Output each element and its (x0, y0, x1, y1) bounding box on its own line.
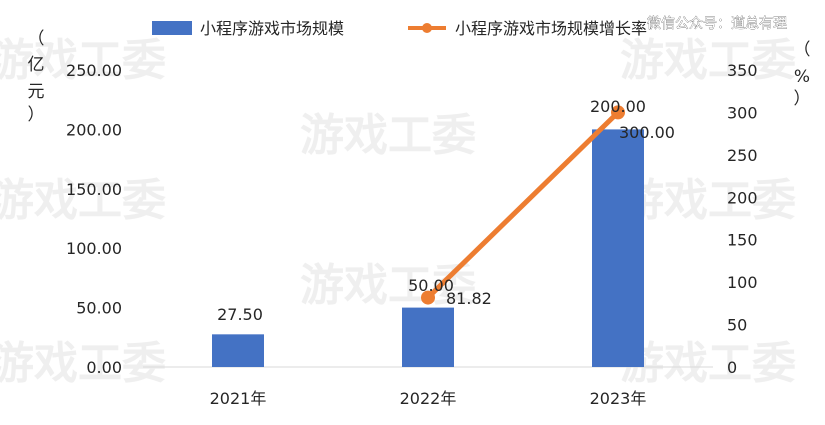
legend-swatch-marker (422, 23, 432, 33)
bar-series (212, 129, 644, 367)
y-right-unit-char: % (794, 67, 810, 87)
axes: 0.00 50.00 100.00 150.00 200.00 250.00 0 50 100 1… (28, 29, 811, 408)
y-right-unit-char: （ (794, 40, 811, 60)
watermark-text: 游戏工委 (300, 110, 476, 161)
y-right-tick-label: 0 (727, 358, 737, 377)
line-data-label: 81.82 (446, 289, 492, 308)
y-right-tick-label: 150 (727, 231, 758, 250)
credit-text: 微信公众号：道总有理 (647, 16, 787, 32)
bar-data-label: 50.00 (408, 276, 454, 295)
bar (592, 129, 644, 367)
legend-label-bar: 小程序游戏市场规模 (200, 19, 344, 38)
watermark-text: 游戏工委 (620, 338, 796, 389)
y-right-tick-label: 300 (727, 103, 758, 122)
y-right-tick-label: 250 (727, 146, 758, 165)
watermark-text: 游戏工委 (0, 175, 166, 226)
bar-data-label: 27.50 (217, 305, 263, 324)
legend-swatch-bar (152, 21, 192, 35)
watermark-text: 游戏工委 (620, 35, 796, 86)
line-data-label: 300.00 (619, 123, 675, 142)
y-right-tick-label: 100 (727, 273, 758, 292)
y-left-unit-char: （ (28, 29, 45, 49)
y-left-unit-char: 元 (28, 82, 45, 102)
y-right-unit-char: ） (794, 89, 811, 109)
y-left-tick-label: 0.00 (86, 358, 122, 377)
bar (212, 334, 264, 367)
x-tick-label: 2023年 (590, 389, 647, 408)
x-tick-label: 2022年 (400, 389, 457, 408)
watermark-text: 游戏工委 (0, 338, 166, 389)
bar (402, 307, 454, 367)
y-left-tick-label: 50.00 (76, 299, 122, 318)
y-left-tick-label: 200.00 (66, 120, 122, 139)
y-right-tick-label: 200 (727, 188, 758, 207)
growth-line (425, 109, 621, 301)
watermark-text: 游戏工委 (0, 35, 166, 86)
growth-point (611, 105, 625, 120)
x-tick-label: 2021年 (210, 389, 267, 408)
y-left-tick-label: 150.00 (66, 180, 122, 199)
y-right-tick-label: 50 (727, 316, 747, 335)
watermark-text: 游戏工委 (300, 260, 476, 311)
line-series (421, 105, 625, 305)
y-left-tick-label: 250.00 (66, 61, 122, 80)
legend: 小程序游戏市场规模 小程序游戏市场规模增长率 微信公众号：道总有理 (152, 16, 787, 38)
y-left-unit-char: 亿 (28, 55, 45, 75)
y-left-unit-char: ） (28, 105, 45, 125)
legend-label-line: 小程序游戏市场规模增长率 (455, 19, 647, 38)
data-labels: 27.50 50.00 200.00 81.82 300.00 (217, 97, 675, 324)
y-right-tick-label: 350 (727, 61, 758, 80)
watermark-text: 游戏工委 (620, 175, 796, 226)
growth-point (421, 290, 435, 305)
bar-data-label: 200.00 (590, 97, 646, 116)
y-left-tick-label: 100.00 (66, 239, 122, 258)
